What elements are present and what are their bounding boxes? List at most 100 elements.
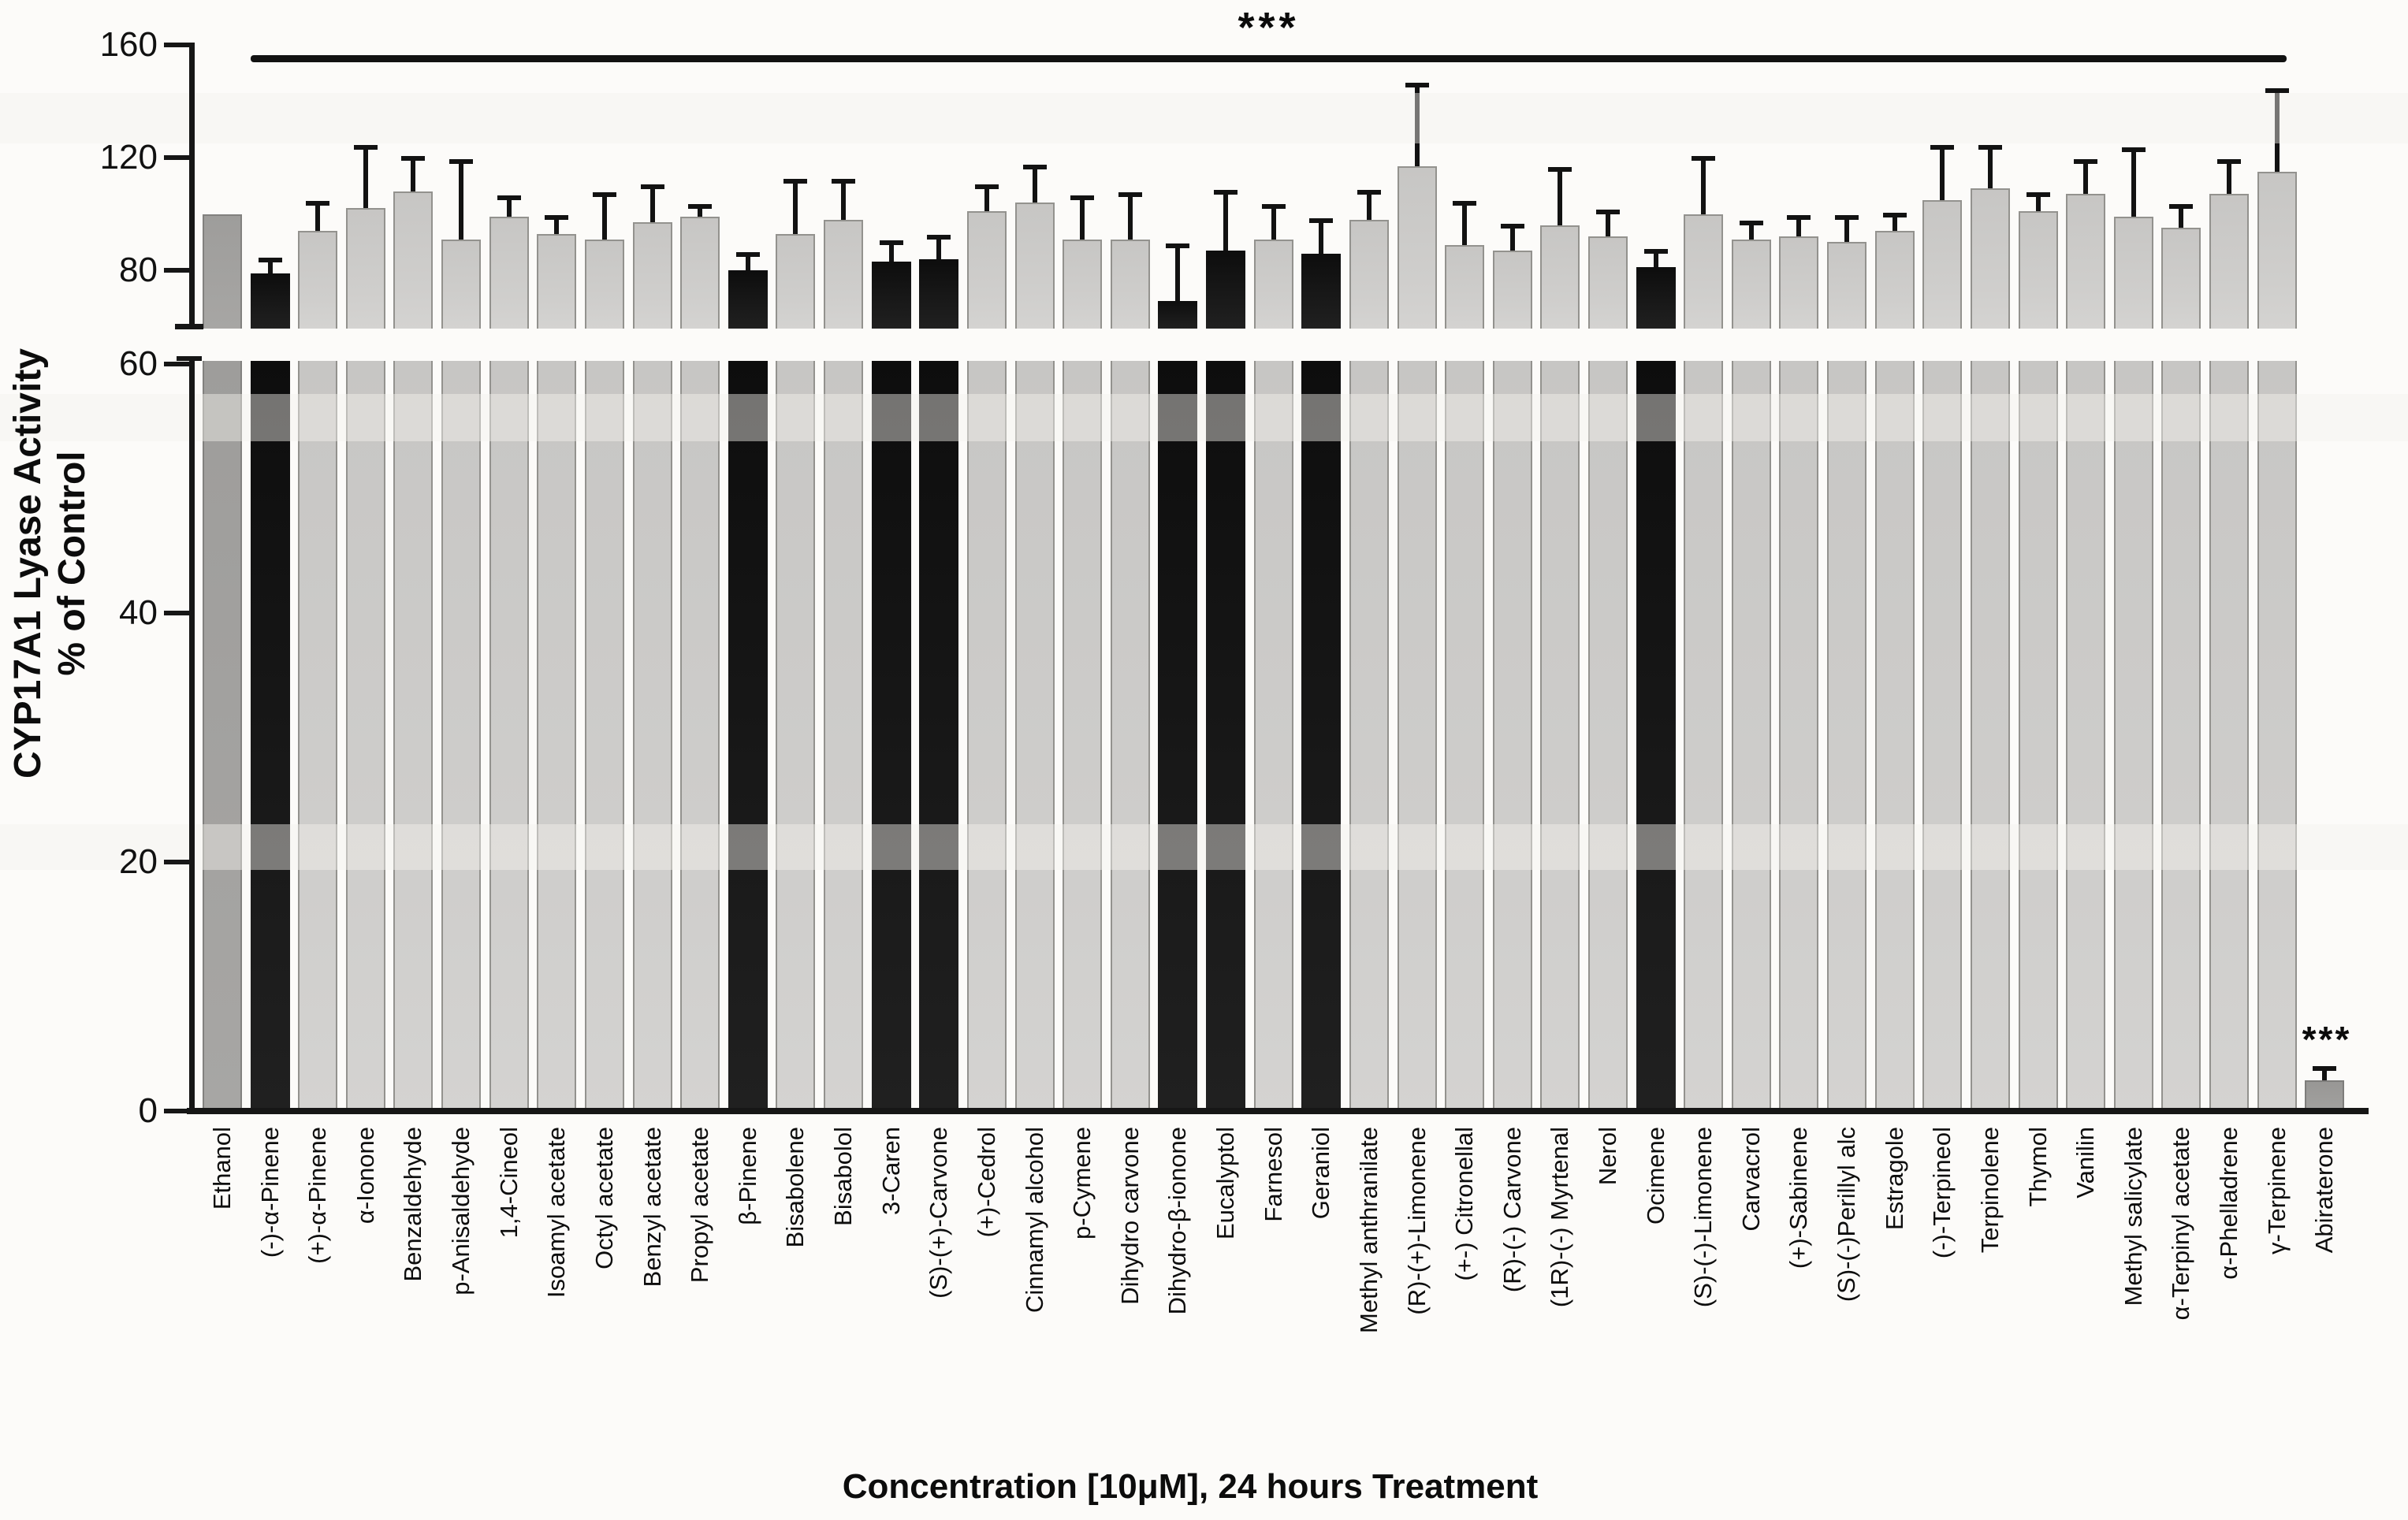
- error-bar-line: [1988, 147, 1993, 188]
- y-tick-label: 120: [99, 138, 158, 177]
- error-bar-cap: [1692, 156, 1715, 161]
- error-bar-line: [936, 236, 941, 259]
- error-bar-cap: [1214, 190, 1237, 195]
- bar-bottom-segment: [1636, 361, 1676, 1111]
- bar-top-segment: [1015, 203, 1055, 329]
- bar-top-segment: [728, 270, 768, 329]
- significance-stars: ***: [1237, 4, 1300, 51]
- error-bar-cap: [1596, 210, 1620, 214]
- error-bar-cap: [1548, 167, 1572, 172]
- error-bar-line: [268, 259, 273, 273]
- bar-top-segment: [2019, 211, 2058, 329]
- error-bar-cap: [1309, 218, 1333, 223]
- bar-bottom-segment: [1063, 361, 1102, 1111]
- y-axis-break-top-tick: [177, 356, 202, 361]
- bar-top-segment: [585, 240, 624, 329]
- x-category-label: Ocimene: [1642, 1127, 1669, 1225]
- error-bar-line: [554, 217, 559, 234]
- bar-top-segment: [2114, 217, 2153, 329]
- bar-bottom-segment: [251, 361, 290, 1111]
- error-bar-line: [1796, 217, 1801, 236]
- bar-top-segment: [2257, 172, 2297, 329]
- bar-top-segment: [1684, 214, 1723, 329]
- bar-top-segment: [489, 217, 529, 329]
- bar-bottom-segment: [393, 361, 433, 1111]
- error-bar-line: [1749, 222, 1754, 240]
- error-bar-line: [459, 161, 463, 240]
- bar-top-segment: [2161, 228, 2201, 329]
- error-bar-line: [841, 180, 846, 220]
- error-bar-cap: [2122, 147, 2146, 152]
- bar-top-segment: [1636, 267, 1676, 329]
- bar-bottom-segment: [1206, 361, 1245, 1111]
- x-category-label: α-Ionone: [352, 1127, 379, 1225]
- error-bar-cap: [736, 252, 760, 257]
- error-bar-line: [1080, 197, 1085, 240]
- error-bar-cap: [593, 192, 616, 197]
- error-bar-line: [746, 254, 750, 270]
- bar-bottom-segment: [967, 361, 1007, 1111]
- x-category-label: (+)-α-Pinene: [303, 1127, 331, 1264]
- bar-bottom-segment: [1540, 361, 1580, 1111]
- error-bar-line: [1271, 206, 1276, 240]
- x-category-label: (S)-(-)Perillyl alc: [1833, 1127, 1860, 1303]
- x-category-label: Eucalyptol: [1211, 1127, 1239, 1240]
- error-bar-cap: [1501, 224, 1524, 229]
- x-category-label: γ-Terpinene: [2263, 1127, 2291, 1254]
- bar-top-segment: [1540, 225, 1580, 329]
- error-bar-cap: [688, 204, 712, 209]
- error-bar-line: [2227, 161, 2231, 194]
- error-bar-line: [1128, 194, 1133, 240]
- bar-top-segment: [1254, 240, 1293, 329]
- error-bar-line: [1510, 225, 1515, 251]
- y-tick: [164, 268, 195, 273]
- error-bar-line: [1175, 245, 1180, 301]
- error-bar-cap: [2169, 204, 2193, 209]
- x-category-label: Ethanol: [208, 1127, 236, 1210]
- error-bar-cap: [2313, 1066, 2336, 1071]
- bar-bottom-segment: [489, 361, 529, 1111]
- bar-bottom-segment: [441, 361, 481, 1111]
- bar-bottom-segment: [2114, 361, 2153, 1111]
- bar-top-segment: [824, 220, 863, 329]
- bar-bottom-segment: [203, 361, 242, 1111]
- error-bar-cap: [783, 179, 807, 184]
- error-bar-cap: [1262, 204, 1286, 209]
- y-tick: [164, 1109, 195, 1113]
- x-category-label: Propyl acetate: [686, 1127, 713, 1284]
- x-category-label: Octyl acetate: [590, 1127, 618, 1269]
- bar-bottom-segment: [537, 361, 576, 1111]
- error-bar-cap: [354, 145, 378, 150]
- bar-bottom-segment: [1971, 361, 2010, 1111]
- bar-bottom-segment: [1015, 361, 1055, 1111]
- y-axis-line-bottom-segment: [189, 356, 195, 1114]
- bar-bottom-segment: [1684, 361, 1723, 1111]
- error-bar-cap: [641, 184, 664, 189]
- bar-top-segment: [1922, 200, 1962, 329]
- x-category-label: Estragole: [1881, 1127, 1908, 1230]
- error-bar-cap: [1740, 221, 1763, 225]
- bar-bottom-segment: [1875, 361, 1915, 1111]
- x-category-label: Benzyl acetate: [638, 1127, 666, 1288]
- x-category-label: α-Terpinyl acetate: [2167, 1127, 2194, 1321]
- bar-top-segment: [1732, 240, 1771, 329]
- y-axis-line-top-segment: [189, 43, 195, 329]
- y-tick-label: 160: [99, 25, 158, 64]
- bar-bottom-segment: [1493, 361, 1532, 1111]
- error-bar-cap: [1644, 249, 1668, 254]
- error-bar-cap: [1453, 201, 1476, 206]
- x-category-label: p-Cymene: [1068, 1127, 1096, 1239]
- x-category-label: Methyl anthranilate: [1355, 1127, 1383, 1333]
- bar-top-segment: [2209, 194, 2249, 329]
- error-bar-cap: [1070, 195, 1094, 200]
- error-bar-cap: [975, 184, 999, 189]
- bar-bottom-segment: [872, 361, 911, 1111]
- y-tick-label: 0: [138, 1091, 158, 1130]
- x-category-label: Terpinolene: [1976, 1127, 2004, 1254]
- x-category-label: (R)-(-) Carvone: [1498, 1127, 1526, 1293]
- y-tick-label: 80: [119, 251, 158, 289]
- error-bar-line: [363, 147, 368, 208]
- y-tick: [164, 860, 195, 864]
- bar-bottom-segment: [2161, 361, 2201, 1111]
- x-category-label: Methyl salicylate: [2120, 1127, 2147, 1306]
